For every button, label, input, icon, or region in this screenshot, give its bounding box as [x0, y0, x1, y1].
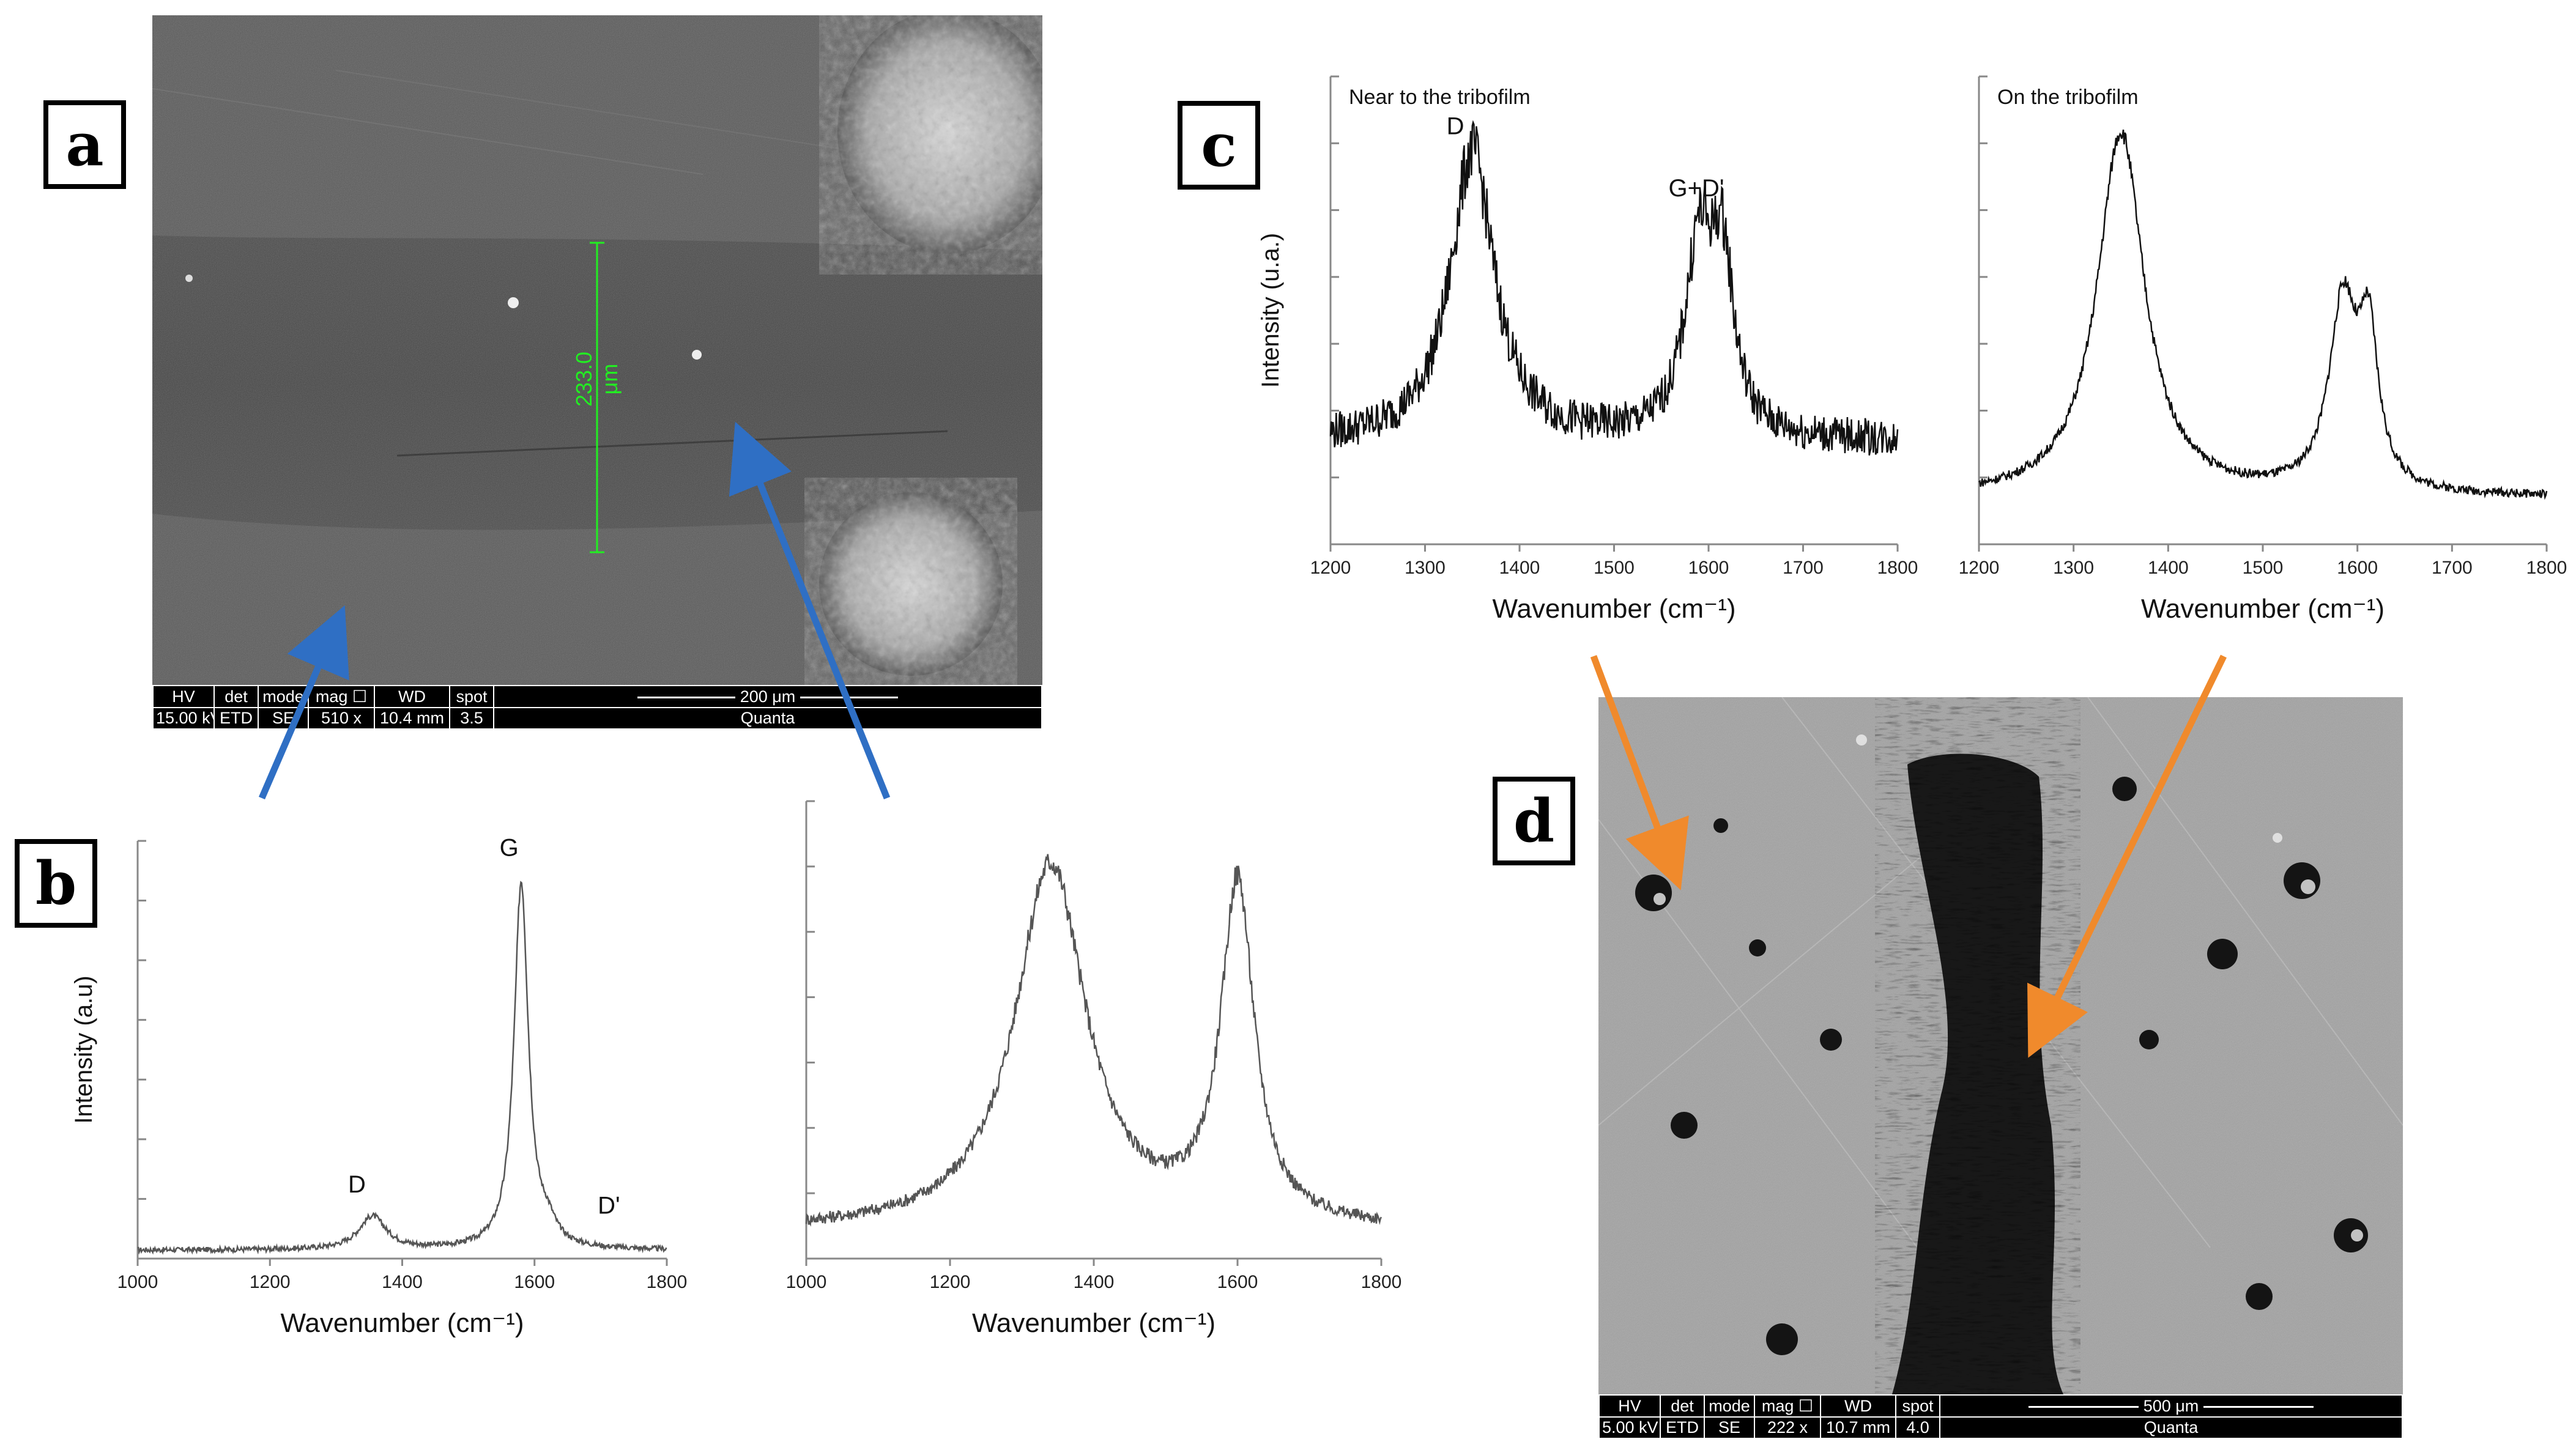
info-header-det: det: [1660, 1394, 1705, 1418]
brand-label: Quanta: [493, 706, 1042, 730]
chart-b-right: 1000 1200 1400 1600 1800 Wavenumber (cm⁻¹): [786, 800, 1402, 1338]
scale-label: 500 μm: [2143, 1396, 2199, 1415]
info-value-spot: 4.0: [1895, 1416, 1940, 1439]
info-value-wd: 10.4 mm: [374, 706, 450, 730]
x-tick-label: 1800: [647, 1272, 688, 1292]
spectrum-line: [805, 854, 1383, 1227]
peak-annotation: G+D': [1669, 175, 1724, 202]
brand-label: Quanta: [1939, 1416, 2403, 1439]
x-tick-label: 1800: [1877, 558, 1918, 578]
x-axis-label: Wavenumber (cm⁻¹): [1492, 594, 1735, 624]
peak-annotation: D': [598, 1192, 620, 1219]
info-header-det: det: [213, 685, 259, 708]
x-tick-label: 1300: [2053, 558, 2094, 578]
x-axis-label: Wavenumber (cm⁻¹): [2141, 594, 2385, 624]
orange-arrow-left: [1590, 655, 1689, 890]
x-tick-label: 1400: [1499, 558, 1540, 578]
x-tick-label: 1700: [1783, 558, 1824, 578]
x-tick-label: 1200: [250, 1272, 291, 1292]
info-value-mag: 222 x: [1754, 1416, 1821, 1439]
info-header-wd: WD: [1820, 1394, 1896, 1418]
x-tick-label: 1500: [2243, 558, 2284, 578]
scale-bar: 500 μm: [1939, 1394, 2403, 1418]
info-value-hv: 15.00 kV: [152, 706, 215, 730]
chart-c-left: 1200 1300 1400 1500 1600 1700 1800 Wavenumber (…: [1257, 75, 1918, 624]
info-value-mode: SE: [1704, 1416, 1755, 1439]
info-header-mode: mode: [1704, 1394, 1755, 1418]
info-value-det: ETD: [213, 706, 259, 730]
y-axis-label: Intensity (u.a.): [1257, 233, 1284, 388]
panel-label-a: a: [43, 100, 126, 189]
info-value-wd: 10.7 mm: [1820, 1416, 1896, 1439]
panel-label-d: d: [1493, 777, 1575, 865]
x-tick-label: 1200: [930, 1272, 971, 1292]
x-tick-label: 1400: [2148, 558, 2189, 578]
orange-arrow-right: [2027, 654, 2227, 1058]
sem-info-bar-a: HV det mode mag ☐ WD spot 200 μm 15.00 k…: [152, 685, 1042, 730]
x-tick-label: 1700: [2432, 558, 2473, 578]
chart-title: On the tribofilm: [1997, 86, 2139, 109]
spectrum-line: [1978, 129, 2548, 500]
peak-annotation: G: [500, 834, 519, 861]
panel-label-b: b: [15, 839, 97, 928]
x-tick-label: 1300: [1405, 558, 1446, 578]
x-tick-label: 1600: [2337, 558, 2378, 578]
info-header-hv: HV: [152, 685, 215, 708]
arrows: [258, 421, 2227, 1058]
info-header-mag: mag ☐: [308, 685, 375, 708]
x-tick-label: 1000: [117, 1272, 158, 1292]
x-tick-label: 1400: [1074, 1272, 1115, 1292]
info-header-wd: WD: [374, 685, 450, 708]
info-value-hv: 5.00 kV: [1598, 1416, 1661, 1439]
info-header-mode: mode: [258, 685, 309, 708]
info-value-mag: 510 x: [308, 706, 375, 730]
info-header-mag: mag ☐: [1754, 1394, 1821, 1418]
peak-annotation: D: [1447, 113, 1464, 140]
x-axis-label: Wavenumber (cm⁻¹): [280, 1308, 524, 1338]
y-axis-label: Intensity (a.u): [70, 975, 97, 1123]
panel-label-c: c: [1178, 101, 1260, 190]
sem-image-a-surface: [152, 15, 1042, 685]
chart-b-left: 1000 1200 1400 1600 1800 Wavenumber (cm⁻¹) Int…: [70, 834, 687, 1338]
measure-line: [590, 242, 604, 553]
chart-title: Near to the tribofilm: [1349, 86, 1531, 109]
x-tick-label: 1500: [1594, 558, 1635, 578]
x-tick-label: 1600: [514, 1272, 555, 1292]
x-tick-label: 1600: [1217, 1272, 1258, 1292]
chart-c-right: 1200 1300 1400 1500 1600 1700 1800 Wavenumber (…: [1959, 75, 2567, 624]
info-header-spot: spot: [449, 685, 494, 708]
info-value-spot: 3.5: [449, 706, 494, 730]
info-header-hv: HV: [1598, 1394, 1661, 1418]
spectrum-line: [137, 881, 667, 1256]
x-tick-label: 1400: [382, 1272, 423, 1292]
x-tick-label: 1800: [1361, 1272, 1402, 1292]
blue-arrow-left: [258, 605, 349, 800]
scale-label: 200 μm: [740, 687, 796, 706]
x-tick-label: 1000: [786, 1272, 827, 1292]
x-tick-label: 1800: [2526, 558, 2567, 578]
x-tick-label: 1200: [1959, 558, 2000, 578]
x-tick-label: 1200: [1310, 558, 1351, 578]
x-tick-label: 1600: [1688, 558, 1729, 578]
x-axis-label: Wavenumber (cm⁻¹): [972, 1308, 1216, 1338]
sem-image-d: HV det mode mag ☐ WD spot 500 μm 5.00 kV…: [1598, 697, 2403, 1439]
spectrum-line: [1329, 120, 1899, 456]
sem-image-d-surface: [1598, 697, 2403, 1395]
info-value-det: ETD: [1660, 1416, 1705, 1439]
sem-info-bar-d: HV det mode mag ☐ WD spot 500 μm 5.00 kV…: [1598, 1394, 2403, 1439]
sem-image-a: 233.0 μm HV det mode mag ☐ WD spot 200 μ…: [152, 15, 1042, 730]
info-header-spot: spot: [1895, 1394, 1940, 1418]
blue-arrow-right: [729, 421, 891, 800]
peak-annotation: D: [348, 1171, 366, 1198]
